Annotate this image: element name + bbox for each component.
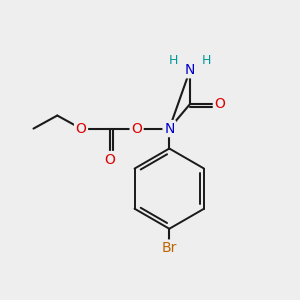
Text: O: O (104, 152, 115, 167)
Text: N: N (164, 122, 175, 136)
Text: H: H (202, 54, 211, 67)
Text: O: O (214, 97, 225, 111)
Text: Br: Br (162, 241, 177, 255)
Text: H: H (169, 54, 178, 67)
Text: O: O (131, 122, 142, 136)
Text: N: N (185, 63, 195, 77)
Text: O: O (76, 122, 86, 136)
